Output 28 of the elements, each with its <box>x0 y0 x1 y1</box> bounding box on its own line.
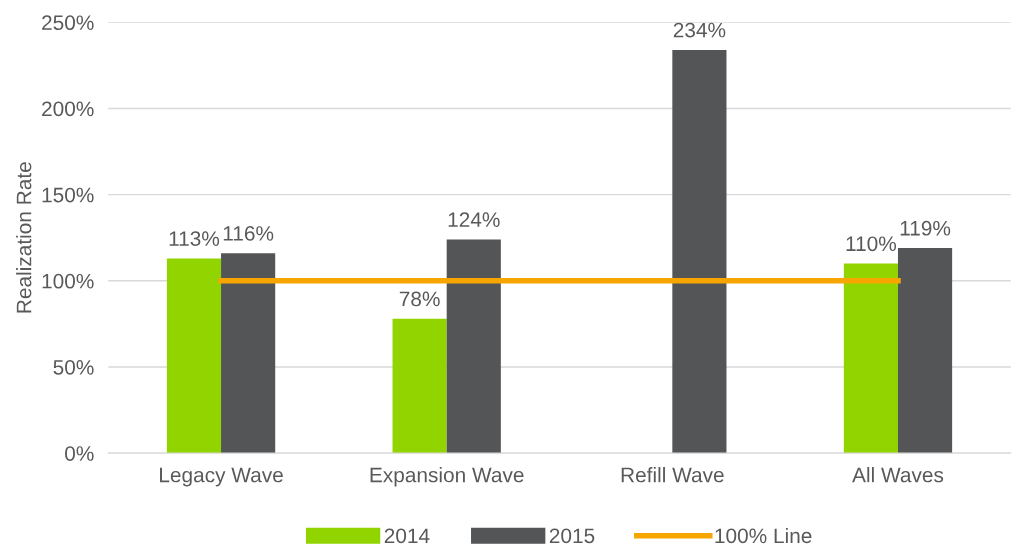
data-label: 124% <box>448 212 500 227</box>
y-tick-label: 250% <box>42 15 94 31</box>
bar <box>166 258 222 454</box>
data-label: 116% <box>223 226 274 241</box>
data-label: 119% <box>900 220 951 236</box>
x-tick-label: Expansion Wave <box>370 467 524 487</box>
bar <box>843 263 898 454</box>
y-axis-title: Realization Rate <box>16 162 32 313</box>
data-label: 113% <box>169 231 220 246</box>
data-label: 110% <box>846 236 897 252</box>
legend-label: 100% Line <box>715 527 812 544</box>
y-tick-label: 200% <box>42 101 94 117</box>
bar <box>221 253 276 454</box>
y-tick-label: 50% <box>53 359 94 375</box>
bar <box>392 318 447 454</box>
y-tick-label: 100% <box>42 273 94 289</box>
y-tick-label: 150% <box>42 187 94 203</box>
legend-label: 2014 <box>384 528 430 544</box>
y-tick-label: 0% <box>65 446 94 461</box>
data-label: 78% <box>399 291 440 307</box>
bar <box>446 239 501 454</box>
x-tick-label: All Waves <box>852 467 944 483</box>
bar <box>897 248 953 454</box>
data-label: 234% <box>673 22 726 38</box>
x-tick-label: Refill Wave <box>621 467 724 483</box>
legend-label: 2015 <box>549 528 595 544</box>
bar <box>672 49 727 454</box>
x-tick-label: Legacy Wave <box>160 467 283 487</box>
